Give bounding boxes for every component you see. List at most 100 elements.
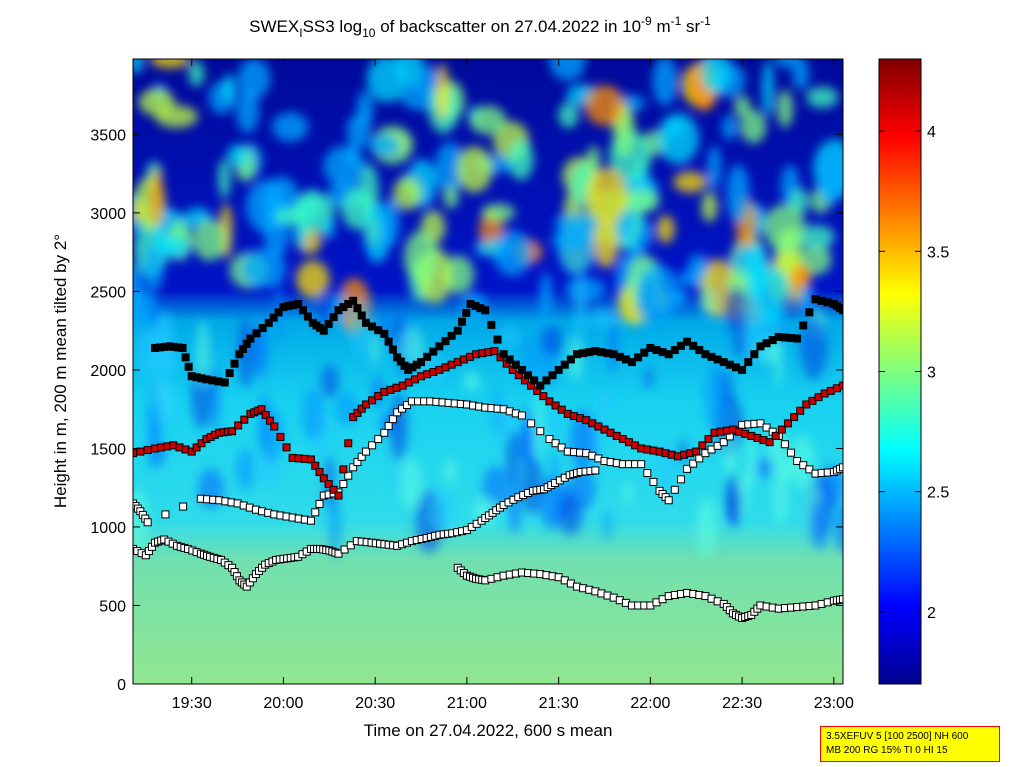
texture-blob <box>257 407 285 463</box>
layer-marker <box>719 438 728 447</box>
texture-blob <box>726 164 750 223</box>
layer-marker <box>557 405 566 414</box>
texture-blob <box>443 459 457 484</box>
y-tick-label: 3500 <box>90 127 126 144</box>
texture-blob <box>368 134 401 156</box>
texture-blob <box>222 74 236 103</box>
texture-blob <box>403 230 438 283</box>
texture-blob <box>400 326 424 368</box>
layer-marker <box>796 406 805 415</box>
layer-marker <box>349 296 358 305</box>
layer-marker <box>380 428 389 437</box>
texture-blob <box>155 237 190 258</box>
layer-marker <box>353 304 362 313</box>
texture-blob <box>533 391 544 457</box>
layer-marker <box>270 422 279 431</box>
layer-marker <box>339 480 348 489</box>
texture-blob <box>133 59 144 74</box>
layer-marker <box>777 425 786 434</box>
layer-marker <box>783 419 792 428</box>
texture-blob <box>568 335 584 382</box>
colorbar-tick-label: 2.5 <box>927 485 949 502</box>
layer-marker <box>539 392 548 401</box>
colorbar: 2 2.5 3 3.5 4 <box>878 58 949 685</box>
texture-blob <box>508 139 534 181</box>
layer-marker <box>762 423 771 432</box>
layer-marker <box>435 342 444 351</box>
layer-markers <box>133 295 843 623</box>
layer-marker <box>689 459 698 468</box>
layer-marker <box>357 404 366 413</box>
layer-marker <box>683 464 692 473</box>
layer-marker <box>566 355 575 364</box>
y-tick-label: 2500 <box>90 284 126 301</box>
layer-marker <box>805 308 814 317</box>
layer-marker <box>839 381 843 390</box>
layer-marker <box>839 306 843 315</box>
texture-blob <box>780 294 799 317</box>
texture-blob <box>800 316 828 380</box>
layer-marker <box>384 421 393 430</box>
texture-blob <box>801 243 832 275</box>
colorbar-gradient <box>878 58 922 685</box>
texture-blob <box>396 59 423 88</box>
texture-blob <box>392 177 422 210</box>
y-tick-label: 3000 <box>90 206 126 223</box>
layer-marker <box>234 421 243 430</box>
texture-blob <box>211 363 220 433</box>
layer-marker <box>487 320 496 329</box>
layer-marker <box>787 448 796 457</box>
layer-marker <box>340 545 349 554</box>
layer-marker <box>756 419 765 428</box>
x-axis-label: Time on 27.04.2022, 600 s mean <box>364 721 613 740</box>
plot-frame <box>132 58 844 685</box>
layer-marker <box>591 466 600 475</box>
layer-marker <box>324 319 333 328</box>
x-tick-label: 21:30 <box>539 695 579 712</box>
texture-blob <box>733 95 751 118</box>
texture-blob <box>443 185 459 209</box>
chart-title: SWEXISS3 log10 of backscatter on 27.04.2… <box>249 14 711 40</box>
layer-marker <box>490 347 499 356</box>
settings-line-1: 3.5XEFUV 5 [100 2500] NH 600 <box>826 731 969 742</box>
layer-marker <box>551 439 560 448</box>
layer-marker <box>143 518 152 527</box>
layer-marker <box>311 508 320 517</box>
texture-blob <box>707 145 722 190</box>
texture-blob <box>688 253 708 279</box>
layer-marker <box>423 352 432 361</box>
texture-blob <box>430 486 453 532</box>
layer-marker <box>282 443 291 452</box>
layer-marker <box>458 317 467 326</box>
x-tick-label: 22:30 <box>722 695 762 712</box>
layer-marker <box>560 360 569 369</box>
x-tick-label: 19:30 <box>172 695 212 712</box>
layer-marker <box>670 346 679 355</box>
layer-marker <box>368 396 377 405</box>
layer-marker <box>744 358 753 367</box>
texture-blob <box>435 141 466 193</box>
layer-marker <box>179 502 188 511</box>
texture-blob <box>328 493 342 558</box>
texture-blob <box>366 59 408 103</box>
layer-marker <box>664 350 673 359</box>
texture-blob <box>482 465 509 509</box>
layer-marker <box>265 416 274 425</box>
texture-blob <box>806 86 839 109</box>
layer-marker <box>306 455 315 464</box>
layer-marker <box>187 447 196 456</box>
layer-marker <box>530 376 539 385</box>
layer-marker <box>517 365 526 374</box>
texture-blob <box>551 227 593 251</box>
layer-marker <box>353 408 362 417</box>
layer-marker <box>551 401 560 410</box>
texture-blob <box>549 59 586 81</box>
y-tick-label: 500 <box>99 598 126 615</box>
layer-marker <box>664 496 673 505</box>
layer-marker <box>493 335 502 344</box>
texture-blob <box>521 457 543 515</box>
layer-marker <box>246 334 255 343</box>
texture-blob <box>237 59 271 99</box>
texture-blob <box>644 367 653 390</box>
texture-blob <box>586 145 601 175</box>
